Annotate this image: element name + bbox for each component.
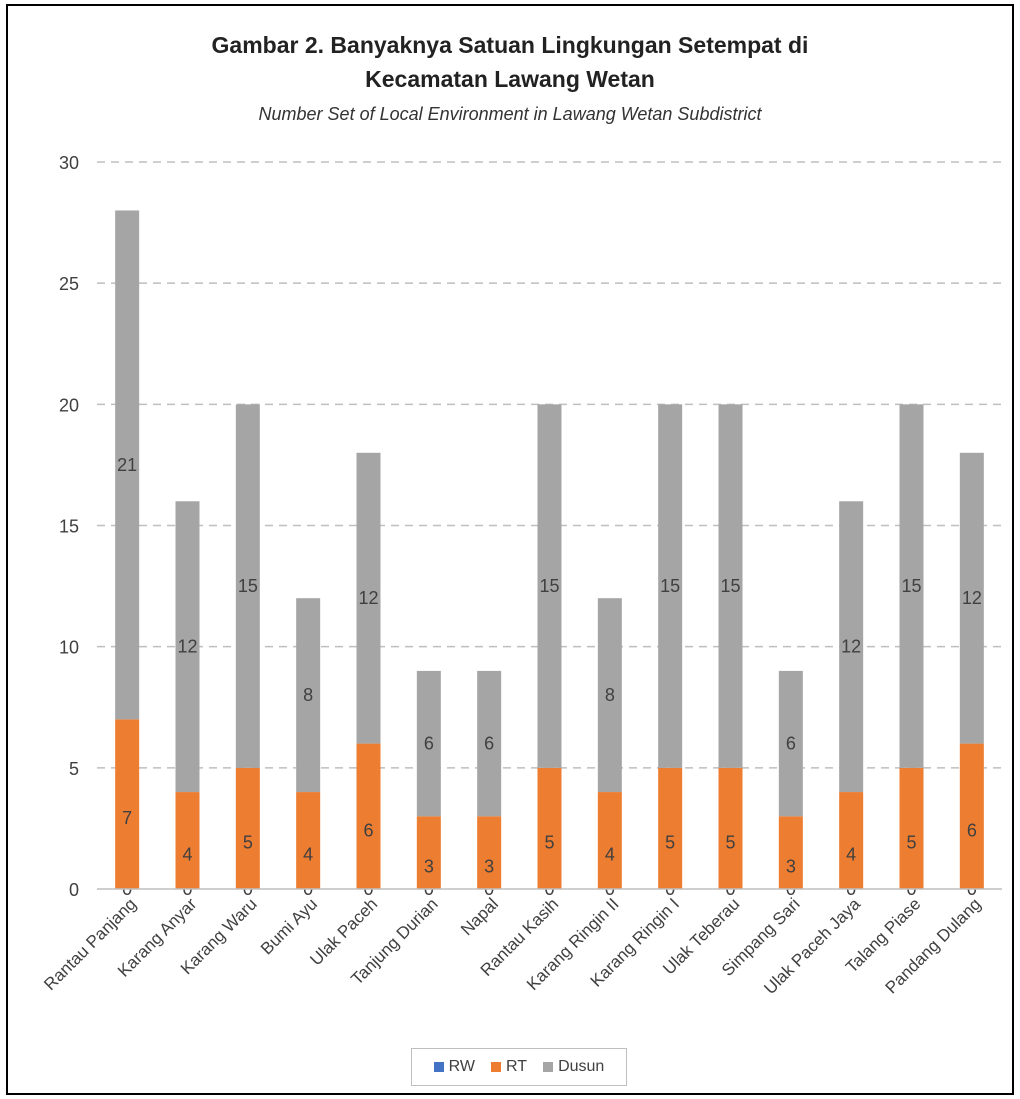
bar-segment-dusun xyxy=(416,670,441,817)
bar-segment-dusun xyxy=(356,452,381,744)
data-label-rt: 5 xyxy=(665,832,675,852)
data-label-rt: 6 xyxy=(363,820,373,840)
bar-segment-rt xyxy=(718,767,743,889)
data-label-dusun: 15 xyxy=(720,576,740,596)
data-label-rt: 4 xyxy=(846,845,856,865)
bar-segment-rt xyxy=(778,816,803,889)
data-label-rt: 4 xyxy=(605,845,615,865)
legend-label-rt: RT xyxy=(506,1058,528,1075)
y-tick-label: 30 xyxy=(59,153,79,173)
data-label-dusun: 12 xyxy=(962,588,982,608)
bar-segment-rt xyxy=(839,792,864,889)
legend-item-rw: RW xyxy=(433,1058,476,1076)
bar-segment-dusun xyxy=(839,501,864,793)
legend-swatch-rt xyxy=(491,1062,502,1072)
bar-segment-rt xyxy=(296,792,321,889)
bar-segment-dusun xyxy=(175,501,200,793)
data-label-rt: 4 xyxy=(182,845,192,865)
legend-item-dusun: Dusun xyxy=(543,1058,604,1076)
chart-subtitle: Number Set of Local Environment in Lawan… xyxy=(258,104,762,124)
x-tick-label: Bumi Ayu xyxy=(257,894,321,958)
chart-legend: RW RT Dusun xyxy=(411,1048,627,1086)
data-label-rt: 3 xyxy=(484,857,494,877)
bar-segment-rt xyxy=(175,792,200,889)
bar-segment-dusun xyxy=(115,210,140,720)
data-label-rt: 5 xyxy=(544,832,554,852)
data-label-dusun: 8 xyxy=(303,685,313,705)
legend-swatch-dusun xyxy=(543,1062,554,1072)
bar-segment-rt xyxy=(658,767,683,889)
data-label-dusun: 6 xyxy=(424,734,434,754)
data-label-rt: 7 xyxy=(122,808,132,828)
data-label-rt: 5 xyxy=(906,832,916,852)
bar-segment-rt xyxy=(899,767,924,889)
data-label-rt: 3 xyxy=(786,857,796,877)
data-label-dusun: 15 xyxy=(901,576,921,596)
legend-label-dusun: Dusun xyxy=(558,1058,605,1075)
y-tick-label: 15 xyxy=(59,517,79,537)
y-tick-label: 5 xyxy=(69,759,79,779)
bar-segment-rt xyxy=(597,792,622,889)
data-label-rt: 5 xyxy=(243,832,253,852)
legend-item-rt: RT xyxy=(491,1058,527,1076)
bar-segment-dusun xyxy=(658,404,683,768)
legend-label-rw: RW xyxy=(448,1058,476,1075)
bar-segment-dusun xyxy=(899,404,924,768)
bar-segment-dusun xyxy=(296,598,321,793)
bar-segment-rt xyxy=(416,816,441,889)
legend-swatch-rw xyxy=(433,1062,444,1072)
data-label-rt: 6 xyxy=(967,820,977,840)
bar-segment-dusun xyxy=(235,404,260,768)
chart-title-line2: Kecamatan Lawang Wetan xyxy=(365,66,655,92)
bar-segment-rt xyxy=(115,719,140,889)
chart-title-line1: Gambar 2. Banyaknya Satuan Lingkungan Se… xyxy=(211,32,809,58)
data-label-rt: 4 xyxy=(303,845,313,865)
data-label-dusun: 15 xyxy=(539,576,559,596)
y-tick-label: 10 xyxy=(59,638,79,658)
bar-segment-dusun xyxy=(778,670,803,817)
bar-segment-rt xyxy=(356,743,381,889)
data-label-dusun: 15 xyxy=(238,576,258,596)
bar-segment-rt xyxy=(477,816,502,889)
data-label-rt: 5 xyxy=(725,832,735,852)
bar-segment-rt xyxy=(235,767,260,889)
data-label-rt: 3 xyxy=(424,857,434,877)
bar-segment-dusun xyxy=(537,404,562,768)
x-tick-label: Napal xyxy=(457,894,502,939)
y-tick-label: 0 xyxy=(69,880,79,900)
y-tick-label: 25 xyxy=(59,274,79,294)
data-label-dusun: 21 xyxy=(117,455,137,475)
bar-segment-dusun xyxy=(718,404,743,768)
bar-segment-rt xyxy=(959,743,984,889)
data-label-dusun: 8 xyxy=(605,685,615,705)
data-label-dusun: 15 xyxy=(660,576,680,596)
data-label-dusun: 12 xyxy=(358,588,378,608)
bar-segment-dusun xyxy=(477,670,502,817)
bar-segment-dusun xyxy=(597,598,622,793)
data-label-dusun: 6 xyxy=(786,734,796,754)
bar-segment-dusun xyxy=(959,452,984,744)
bar-segment-rt xyxy=(537,767,562,889)
data-label-dusun: 6 xyxy=(484,734,494,754)
y-tick-label: 20 xyxy=(59,395,79,415)
data-label-dusun: 12 xyxy=(841,637,861,657)
data-label-dusun: 12 xyxy=(177,637,197,657)
